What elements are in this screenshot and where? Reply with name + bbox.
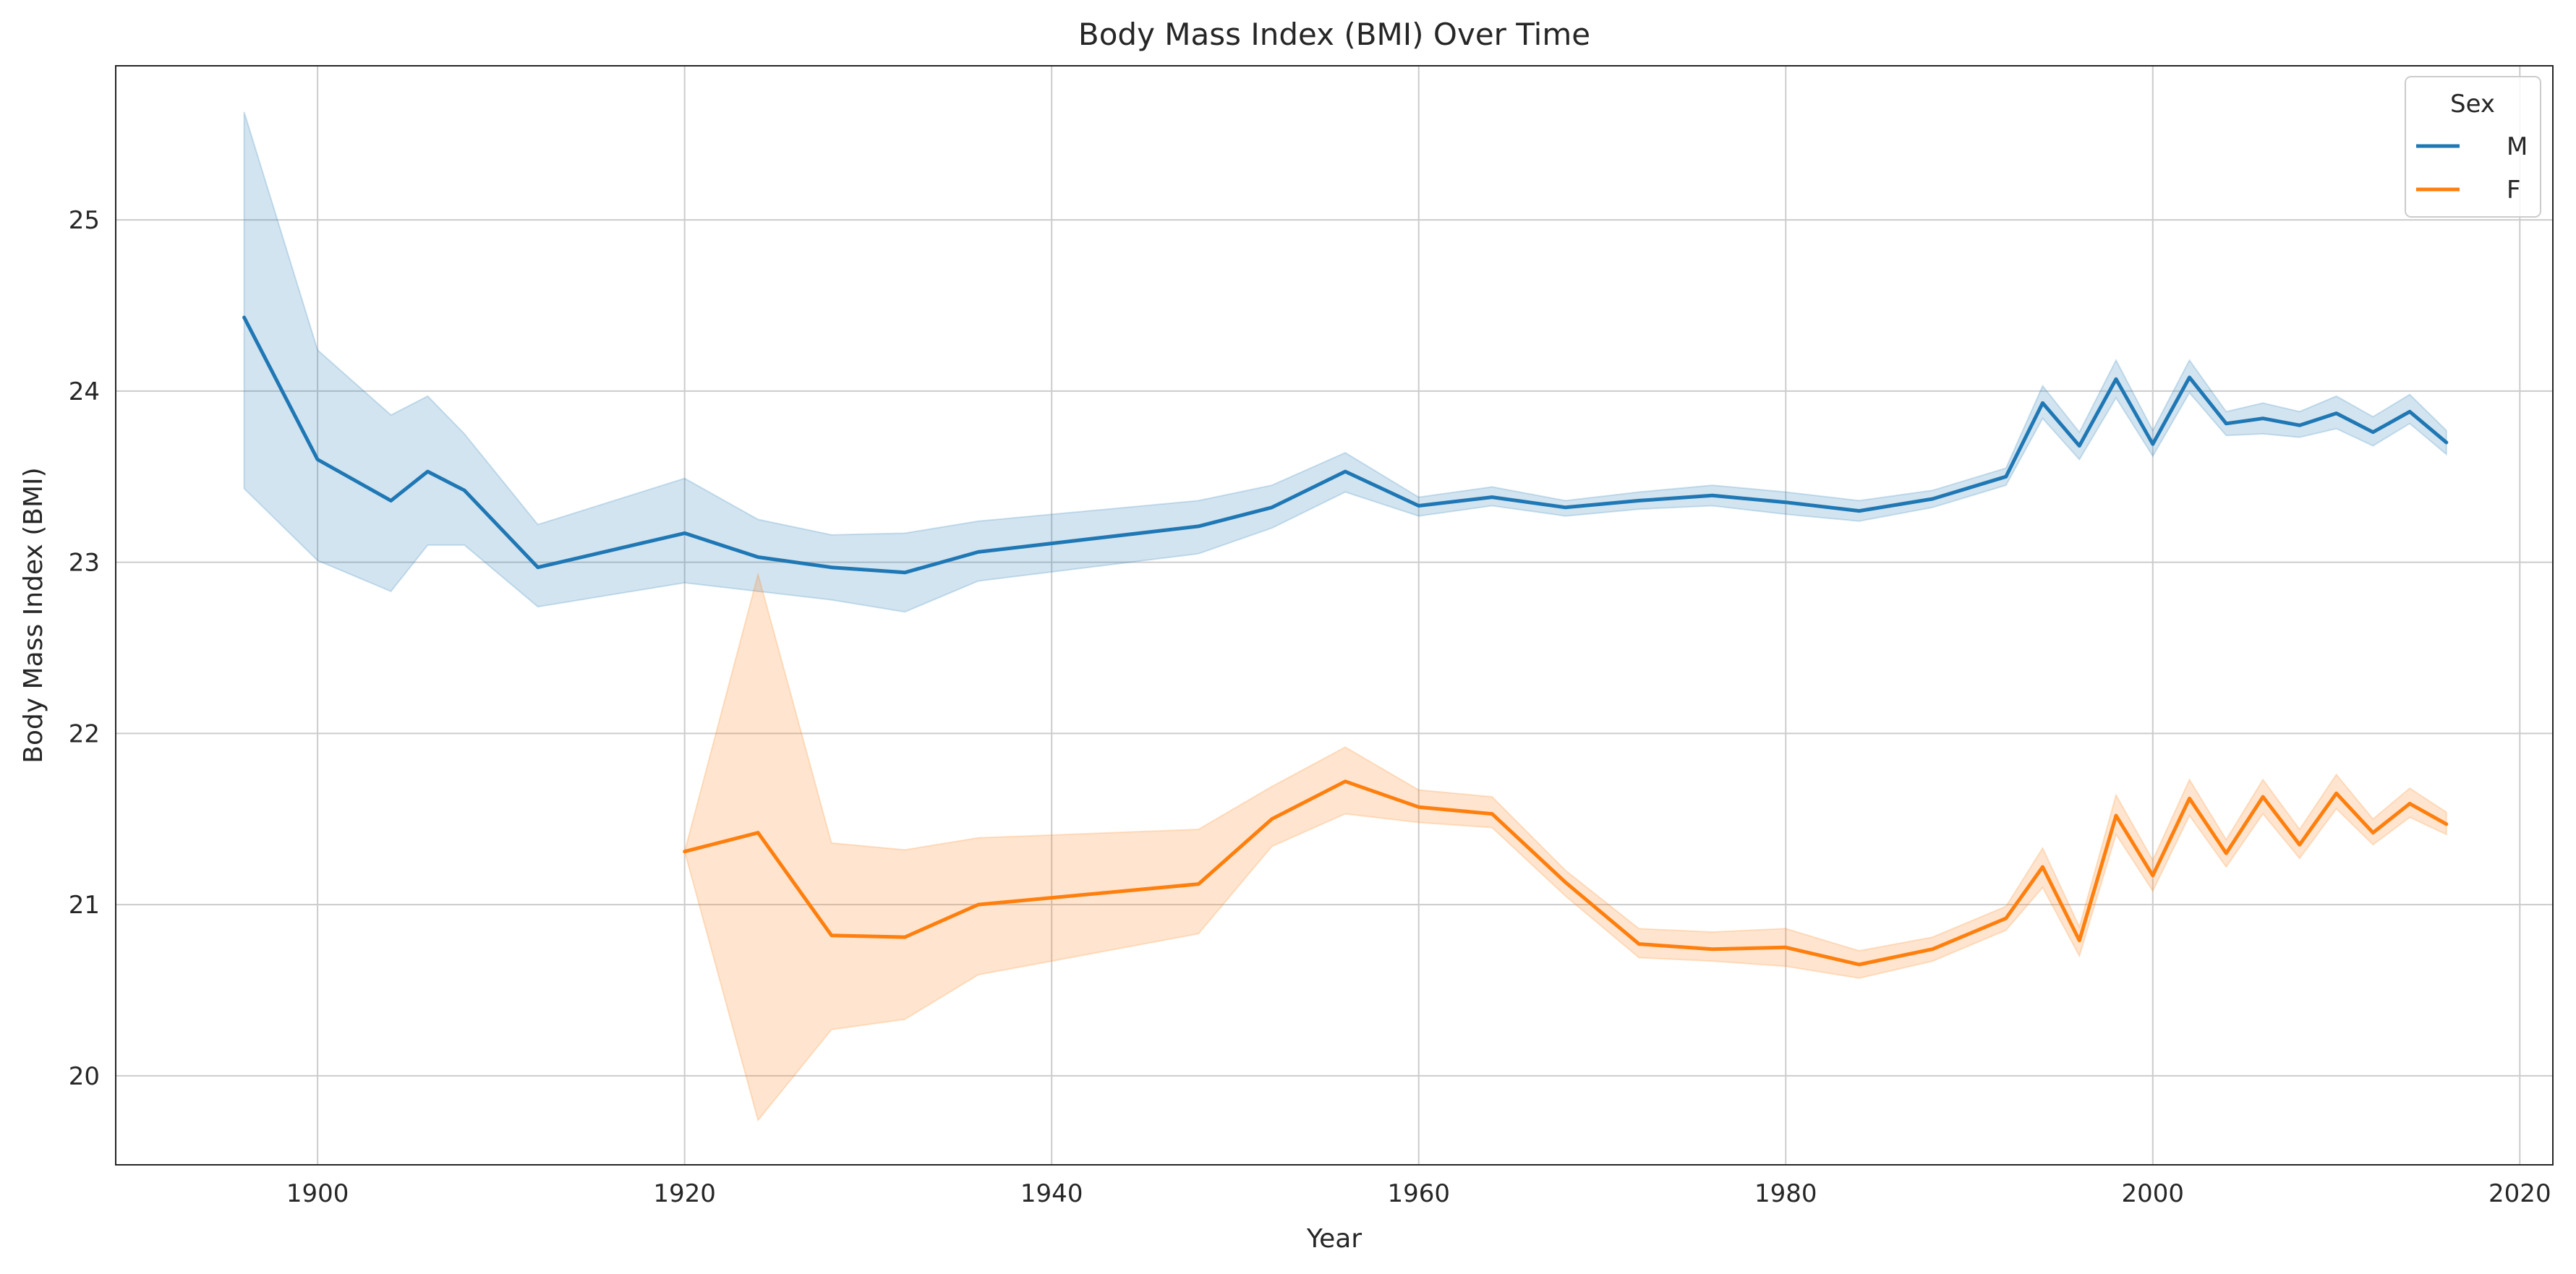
chart-title: Body Mass Index (BMI) Over Time: [1078, 17, 1590, 52]
y-tick-labels: 20 21 22 23 24 25: [69, 206, 100, 1091]
y-tick-label: 23: [69, 549, 100, 578]
x-axis-label: Year: [1306, 1224, 1362, 1254]
x-tick-label: 1900: [286, 1179, 349, 1208]
x-tick-labels: 1900 1920 1940 1960 1980 2000 2020: [286, 1179, 2551, 1208]
x-tick-label: 2000: [2122, 1179, 2185, 1208]
x-tick-label: 1980: [1754, 1179, 1817, 1208]
legend-box: [2405, 76, 2541, 218]
confidence-band-m: [243, 111, 2447, 613]
x-tick-label: 1940: [1020, 1179, 1083, 1208]
legend-label-m: M: [2507, 132, 2528, 161]
series-line-f: [683, 779, 2449, 967]
plot-frame: [115, 65, 2554, 1166]
x-tick-label: 2020: [2488, 1179, 2551, 1208]
y-tick-label: 20: [69, 1062, 100, 1091]
y-tick-label: 25: [69, 206, 100, 235]
series-lines: [242, 315, 2449, 967]
legend-title: Sex: [2450, 90, 2495, 119]
x-tick-label: 1960: [1387, 1179, 1450, 1208]
legend: Sex M F: [2405, 76, 2541, 218]
y-axis-label: Body Mass Index (BMI): [19, 467, 48, 763]
legend-label-f: F: [2507, 176, 2521, 205]
y-tick-label: 22: [69, 719, 100, 748]
y-tick-label: 24: [69, 377, 100, 406]
series-line-m: [242, 315, 2449, 575]
x-tick-label: 1920: [653, 1179, 716, 1208]
grid-lines: [116, 66, 2553, 1165]
y-tick-label: 21: [69, 891, 100, 920]
